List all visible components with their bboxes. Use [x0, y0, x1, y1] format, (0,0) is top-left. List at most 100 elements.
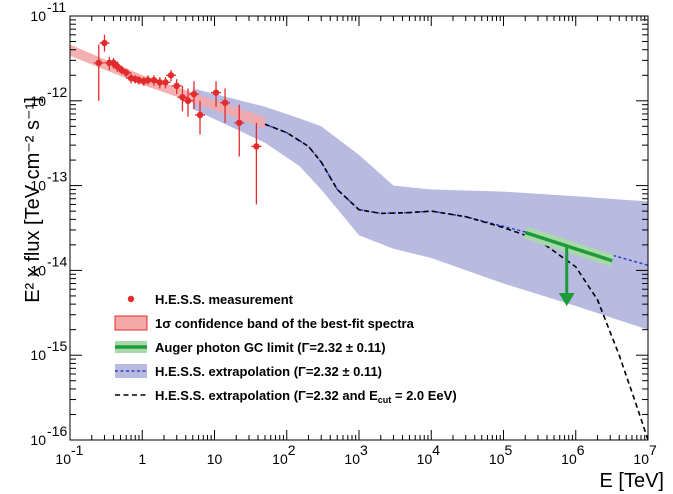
hess-data-points — [93, 34, 262, 205]
legend-label: H.E.S.S. extrapolation (Γ=2.32 and Ecut … — [155, 388, 457, 405]
data-point-marker — [212, 89, 220, 96]
legend-label: 1σ confidence band of the best-fit spect… — [155, 316, 415, 331]
data-point — [183, 88, 194, 117]
data-point-marker — [101, 39, 108, 47]
y-tick-label-base: 10 — [30, 347, 46, 363]
x-tick-label-base: 1 — [138, 451, 146, 467]
x-tick-label-exponent: 5 — [505, 442, 513, 458]
x-tick-label: 107 — [633, 442, 657, 467]
y-tick-label-base: 10 — [30, 262, 46, 278]
x-tick-label: 1 — [138, 451, 146, 467]
legend-entry: 1σ confidence band of the best-fit spect… — [114, 315, 415, 331]
legend-box-symbol — [114, 315, 148, 331]
y-tick-label: 10-13 — [30, 169, 67, 194]
data-point — [177, 85, 188, 112]
data-point — [93, 44, 104, 101]
data-point-marker — [179, 94, 186, 101]
data-point-marker — [173, 82, 180, 90]
data-point — [166, 70, 177, 82]
extrapolation-line — [264, 123, 648, 267]
data-point-marker — [184, 97, 192, 105]
x-tick-label-base: 10 — [633, 451, 649, 467]
y-tick-label-exponent: -16 — [47, 423, 67, 439]
legend-entry: Auger photon GC limit (Γ=2.32 ± 0.11) — [115, 340, 386, 355]
auger-limit-arrow-head — [558, 293, 575, 307]
data-point-marker — [253, 143, 260, 150]
x-tick-label-exponent: 6 — [577, 442, 585, 458]
auger-limit — [523, 226, 615, 307]
data-point-marker — [196, 111, 204, 119]
legend-band-symbol — [115, 364, 147, 378]
x-tick-label-base: 10 — [55, 451, 71, 467]
y-tick-label: 10-16 — [30, 423, 67, 448]
y-tick-label-base: 10 — [30, 8, 46, 24]
y-tick-label: 10-12 — [30, 84, 67, 109]
x-tick-label: 105 — [489, 442, 513, 467]
x-tick-label: 10-1 — [55, 442, 83, 467]
axis-ticks: 10-11 10 10210310410510610710-1610-1510-14… — [30, 0, 657, 467]
legend: H.E.S.S. measurement 1σ confidence band o… — [114, 292, 457, 405]
data-point — [251, 122, 262, 205]
x-tick-label-exponent: -1 — [71, 442, 84, 458]
data-point — [220, 88, 231, 123]
x-tick-label-base: 10 — [489, 451, 505, 467]
data-point — [188, 81, 199, 110]
y-tick-label-exponent: -14 — [47, 253, 67, 269]
x-tick-label-base: 10 — [272, 451, 288, 467]
legend-label: Auger photon GC limit (Γ=2.32 ± 0.11) — [155, 340, 386, 355]
legend-label: H.E.S.S. measurement — [155, 292, 294, 307]
y-tick-label-exponent: -12 — [47, 84, 67, 100]
x-tick-label-base: 10 — [561, 451, 577, 467]
x-tick-label: 104 — [417, 442, 441, 467]
y-tick-label: 10-11 — [30, 0, 66, 24]
x-tick-label: 10 — [207, 451, 223, 467]
data-point-marker — [190, 90, 198, 98]
data-point — [195, 100, 206, 135]
y-tick-label-exponent: -11 — [47, 0, 66, 15]
legend-entry: H.E.S.S. extrapolation (Γ=2.32 and Ecut … — [115, 388, 457, 405]
data-point-marker — [113, 63, 121, 70]
data-point — [171, 79, 182, 95]
x-tick-label-base: 10 — [207, 451, 223, 467]
auger-limit-line — [524, 230, 613, 263]
data-point-marker — [156, 79, 164, 86]
x-tick-label-exponent: 4 — [432, 442, 440, 458]
extrapolation-lines — [264, 123, 648, 440]
data-point-marker — [167, 72, 175, 79]
x-tick-label-exponent: 2 — [288, 442, 296, 458]
x-axis-title: E [TeV] — [600, 470, 664, 492]
y-tick-label-exponent: -15 — [47, 338, 67, 354]
legend-point-symbol — [127, 295, 135, 303]
y-tick-label-base: 10 — [30, 93, 46, 109]
x-tick-label: 106 — [561, 442, 585, 467]
y-tick-label: 10-14 — [30, 253, 67, 278]
data-point-marker — [95, 59, 102, 67]
extrapolation-cutoff-line — [264, 123, 648, 440]
data-point-marker — [221, 99, 229, 106]
y-axis-title: E² x flux [TeV cm⁻² s⁻¹] — [22, 97, 44, 303]
data-point — [99, 34, 110, 52]
y-tick-label: 10-15 — [30, 338, 67, 363]
data-point — [234, 104, 245, 157]
x-tick-label: 102 — [272, 442, 296, 467]
data-point-marker — [162, 79, 169, 86]
x-tick-label-exponent: 7 — [649, 442, 657, 458]
x-tick-label-base: 10 — [417, 451, 433, 467]
data-point — [112, 61, 123, 72]
extrapolation-band-area — [192, 88, 648, 330]
data-point-marker — [144, 76, 152, 84]
data-point-marker — [123, 69, 130, 76]
legend-label: H.E.S.S. extrapolation (Γ=2.32 ± 0.11) — [155, 364, 382, 379]
legend-entry: H.E.S.S. extrapolation (Γ=2.32 ± 0.11) — [115, 364, 382, 379]
y-tick-label-base: 10 — [30, 178, 46, 194]
extrapolation-band — [192, 88, 648, 330]
y-tick-label-base: 10 — [30, 432, 46, 448]
data-point-marker — [236, 119, 243, 127]
data-point — [211, 81, 222, 107]
x-tick-label-exponent: 3 — [360, 442, 368, 458]
x-tick-label-base: 10 — [344, 451, 360, 467]
legend-entry: H.E.S.S. measurement — [127, 292, 294, 307]
y-tick-label-exponent: -13 — [47, 169, 67, 185]
data-point — [160, 77, 171, 89]
